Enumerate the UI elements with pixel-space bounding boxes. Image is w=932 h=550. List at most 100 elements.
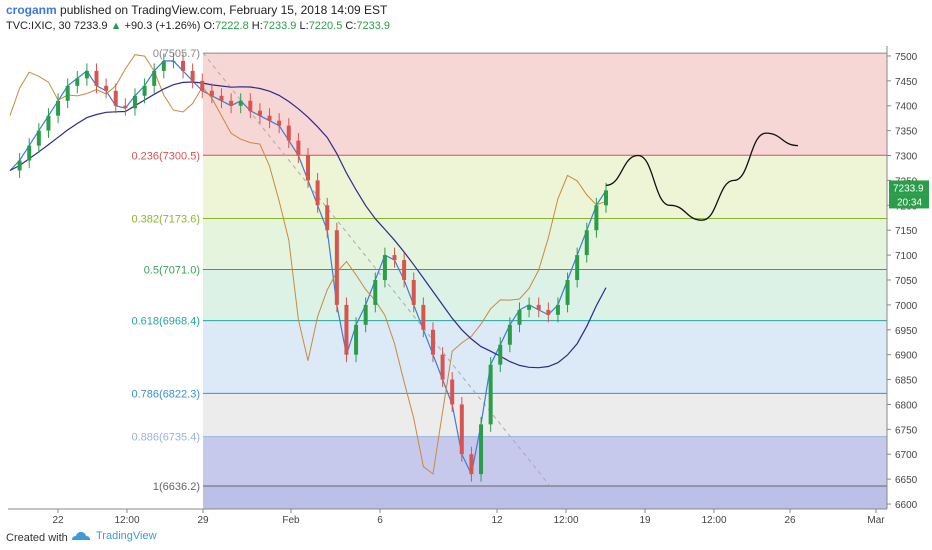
- candle-body: [440, 354, 445, 380]
- candle-body: [132, 95, 137, 109]
- candle-body: [104, 85, 109, 91]
- candle-body: [565, 279, 570, 305]
- x-tick-label: Feb: [282, 515, 300, 526]
- fib-level-label: 1(6636.2): [153, 481, 200, 493]
- candle-body: [229, 100, 234, 106]
- candle-body: [219, 95, 224, 101]
- candle-body: [334, 230, 339, 305]
- candle-body: [584, 230, 589, 256]
- candle-body: [594, 205, 599, 231]
- x-tick-label: 12:00: [114, 515, 139, 526]
- x-tick-label: 29: [197, 515, 209, 526]
- up-arrow-icon: ▲: [110, 20, 122, 32]
- fib-zone: [203, 436, 887, 486]
- candle-body: [200, 80, 205, 91]
- last-price: 7233.9: [73, 20, 108, 32]
- candle-body: [354, 324, 359, 355]
- candle-body: [190, 70, 195, 81]
- candle-body: [517, 309, 522, 325]
- candle-body: [267, 115, 272, 121]
- y-tick-label: 6750: [895, 425, 918, 436]
- candle-body: [479, 424, 484, 475]
- y-tick-label: 7450: [895, 77, 918, 88]
- x-tick-label: Mar: [867, 515, 885, 526]
- candle-body: [421, 304, 426, 330]
- candle-body: [363, 304, 368, 325]
- candle-body: [209, 90, 214, 96]
- candle-body: [373, 279, 378, 305]
- candle-body: [36, 130, 41, 146]
- fib-zone: [203, 393, 887, 437]
- y-tick-label: 7150: [895, 226, 918, 237]
- y-tick-label: 7400: [895, 102, 918, 113]
- candle-body: [277, 120, 282, 126]
- y-tick-label: 6700: [895, 450, 918, 461]
- candle-body: [546, 309, 551, 315]
- price-change: +90.3 (+1.26%): [124, 20, 201, 32]
- candle-body: [306, 155, 310, 181]
- y-tick-label: 7000: [895, 301, 918, 312]
- publish-line: croganm published on TradingView.com, Fe…: [6, 2, 926, 18]
- candle-body: [17, 160, 22, 171]
- tradingview-logo[interactable]: TradingView: [70, 529, 157, 543]
- x-tick-label: 19: [639, 515, 651, 526]
- fib-zone: [203, 155, 887, 219]
- countdown-tag: [889, 194, 929, 209]
- footer: Created with TradingView: [0, 527, 932, 550]
- candle-body: [536, 304, 541, 310]
- close-value: 7233.9: [356, 20, 391, 32]
- tradingview-brand: TradingView: [96, 530, 157, 542]
- candle-body: [84, 70, 89, 79]
- close-label: C:: [345, 20, 357, 32]
- candle-body: [498, 344, 503, 365]
- created-with-text: Created with: [6, 532, 68, 544]
- ohlc-line: TVC:IXIC, 30 7233.9 ▲ +90.3 (+1.26%) O:7…: [6, 18, 926, 34]
- y-tick-label: 6650: [895, 475, 918, 486]
- x-tick-label: 6: [377, 515, 383, 526]
- candle-body: [459, 404, 464, 455]
- symbol: TVC:IXIC, 30: [6, 20, 71, 32]
- candle-body: [75, 78, 80, 86]
- candle-body: [248, 100, 253, 111]
- high-value: 7233.9: [262, 20, 297, 32]
- moving-average-line: [9, 81, 607, 369]
- y-tick-label: 7100: [895, 251, 918, 262]
- y-tick-label: 7350: [895, 127, 918, 138]
- y-tick-label: 7300: [895, 152, 918, 163]
- countdown-tag-label: 20:34: [897, 197, 922, 208]
- y-tick-label: 6600: [895, 500, 918, 511]
- fib-zone: [203, 269, 887, 321]
- author-name[interactable]: croganm: [6, 3, 57, 17]
- candle-body: [527, 304, 532, 310]
- y-tick-label: 7050: [895, 276, 918, 287]
- candle-body: [286, 125, 291, 141]
- price-chart[interactable]: 0(7505.7) 0.236(7300.5) 0.382(7173.6) 0.5(7…: [0, 0, 932, 527]
- x-tick-label: 12:00: [701, 515, 726, 526]
- x-tick-label: 22: [52, 515, 64, 526]
- candle-body: [152, 70, 157, 86]
- y-tick-label: 6950: [895, 326, 918, 337]
- candle-body: [238, 100, 243, 106]
- published-text: published on TradingView.com, February 1…: [60, 3, 388, 17]
- x-tick-label: 26: [784, 515, 796, 526]
- y-tick-label: 6800: [895, 400, 918, 411]
- candle-body: [46, 115, 51, 131]
- candle-body: [65, 85, 70, 101]
- price-tag-label: 7233.9: [893, 183, 924, 194]
- y-tick-label: 6850: [895, 376, 918, 387]
- fib-zone: [203, 218, 887, 270]
- high-label: H:: [251, 20, 263, 32]
- low-label: L:: [299, 20, 309, 32]
- open-value: 7222.8: [215, 20, 249, 32]
- low-value: 7220.5: [308, 20, 343, 32]
- candle-body: [344, 304, 349, 355]
- candle-body: [430, 329, 435, 355]
- fib-level-label: 0.236(7300.5): [132, 150, 201, 162]
- y-tick-label: 6900: [895, 351, 918, 362]
- candle-body: [181, 60, 186, 71]
- tradingview-cloud-icon: [72, 532, 90, 540]
- candle-body: [507, 324, 512, 345]
- fib-level-label: 0.618(6968.4): [132, 316, 201, 328]
- candle-body: [392, 255, 397, 261]
- candle-body: [161, 60, 166, 71]
